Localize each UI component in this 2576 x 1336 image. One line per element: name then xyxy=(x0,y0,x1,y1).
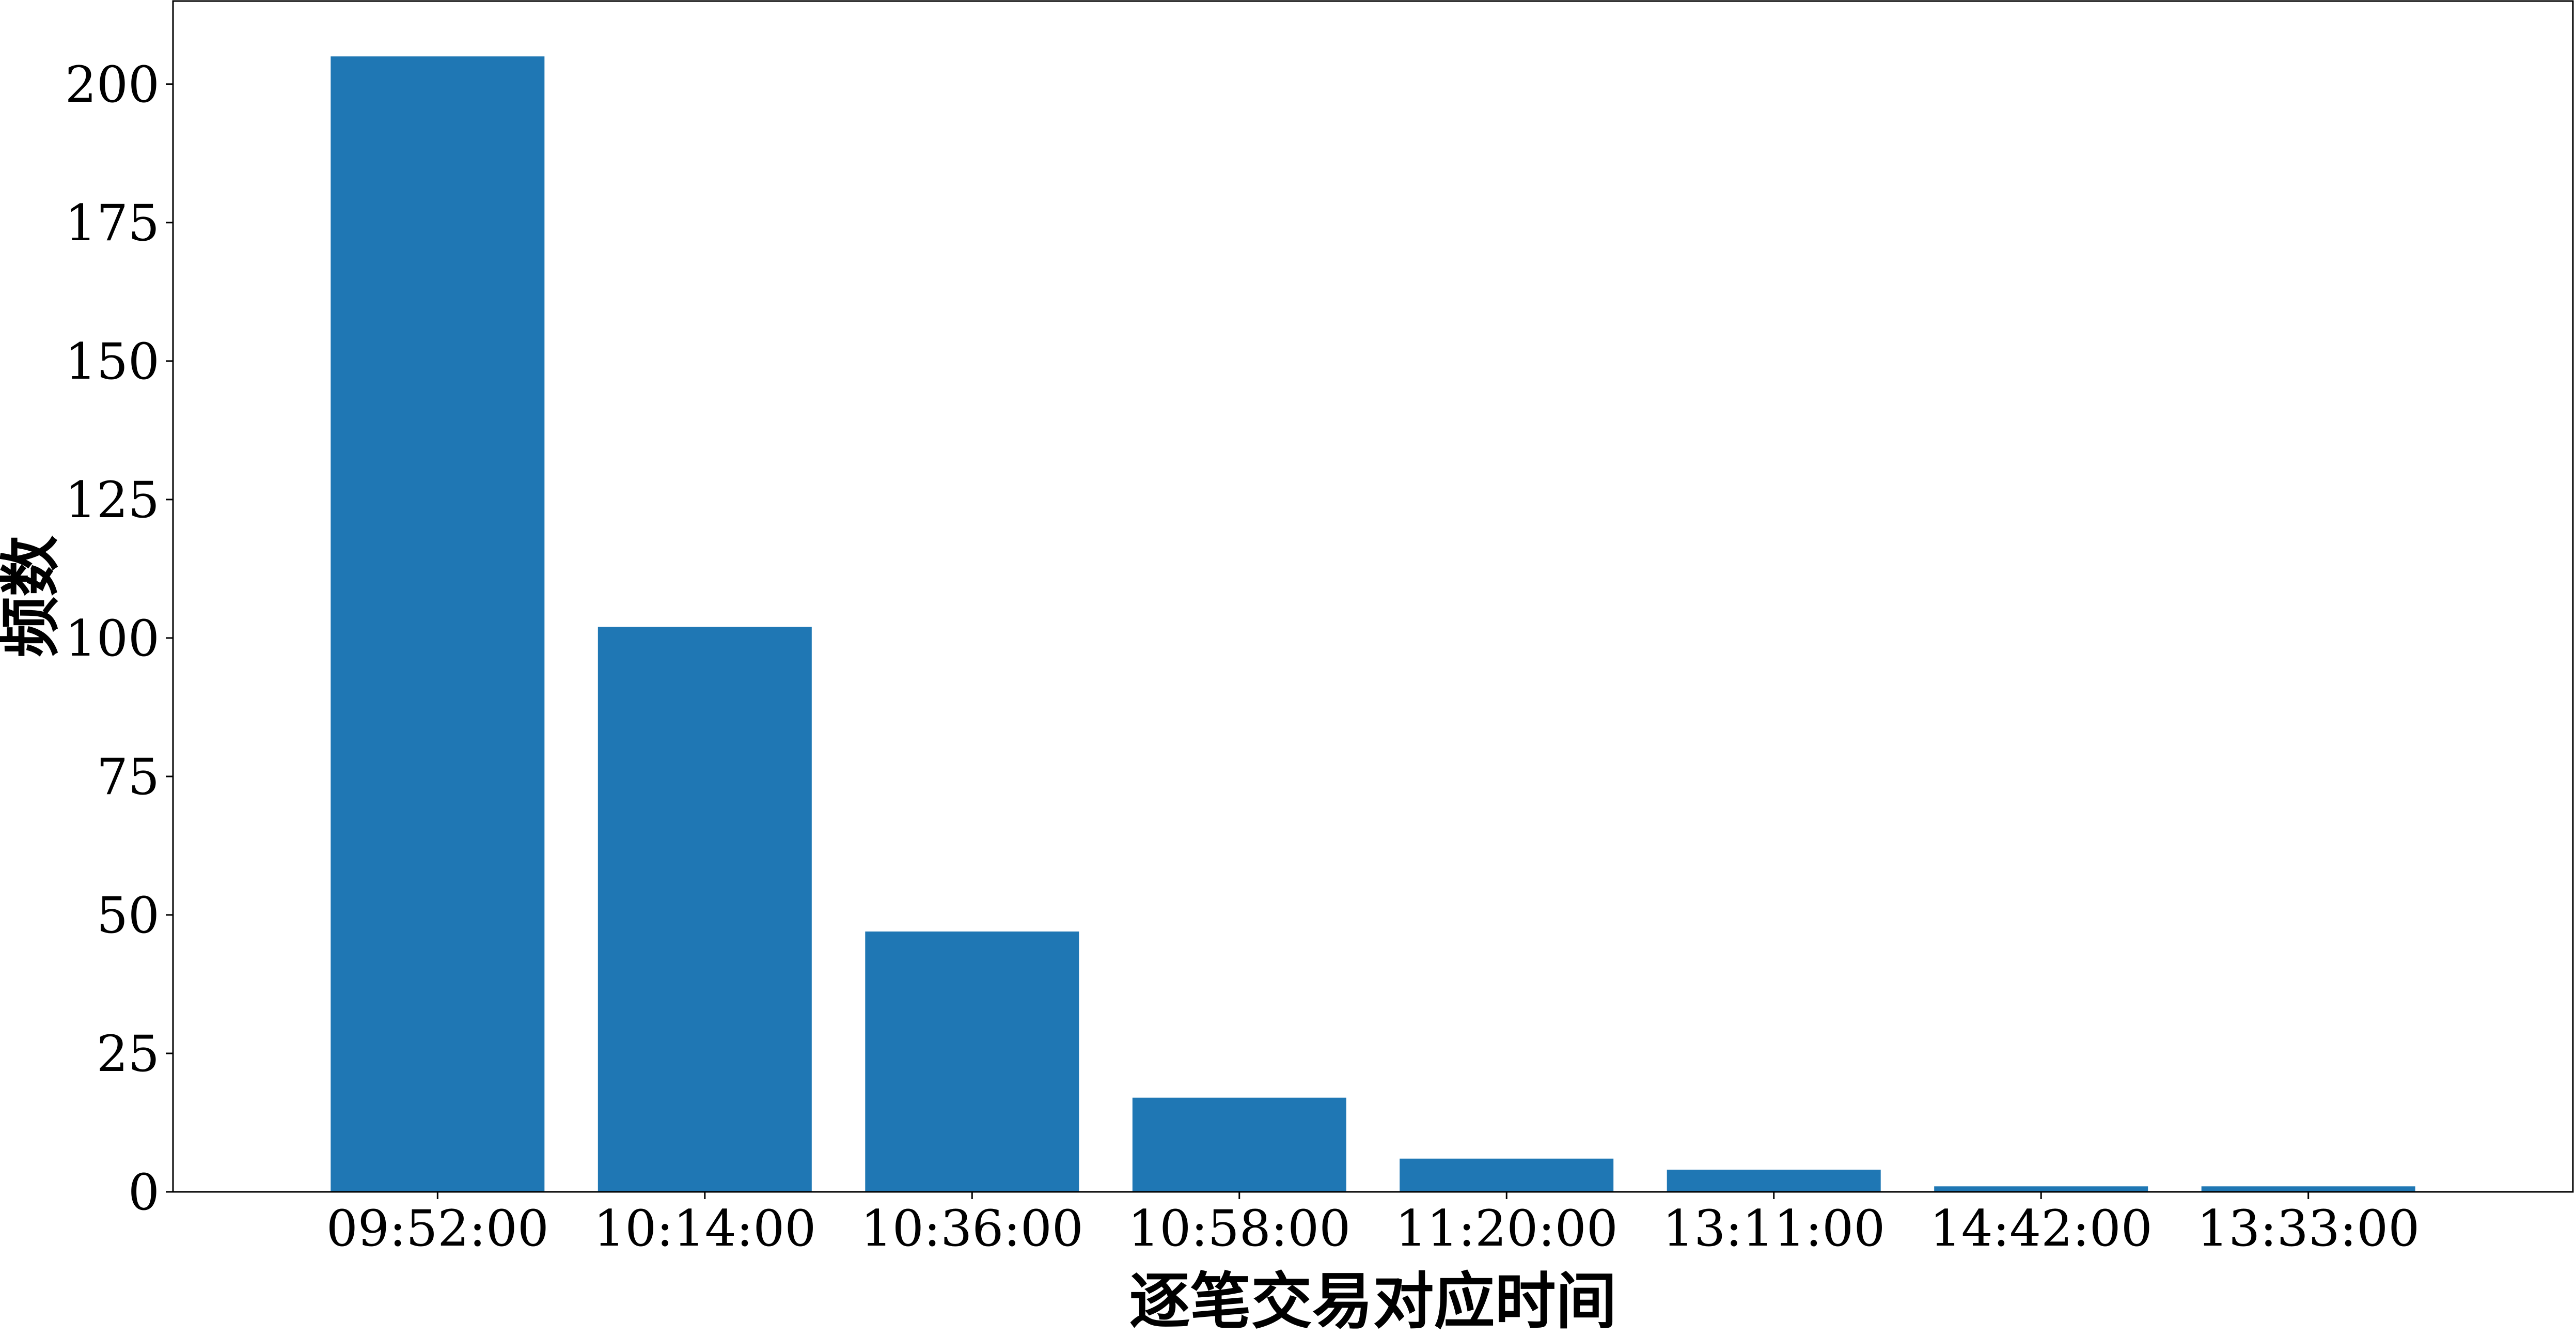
x-tick-label: 10:36:00 xyxy=(861,1200,1083,1257)
y-tick-label: 0 xyxy=(128,1163,160,1221)
bar-10-36-00 xyxy=(865,931,1079,1192)
y-tick-label: 100 xyxy=(65,610,160,667)
x-tick-label: 10:14:00 xyxy=(593,1200,816,1257)
x-axis-ticks: 09:52:00 10:14:00 10:36:00 10:58:00 11:20:00… xyxy=(326,1192,2420,1257)
x-tick-label: 13:11:00 xyxy=(1662,1200,1885,1257)
y-tick-label: 175 xyxy=(65,194,160,252)
bar-11-20-00 xyxy=(1400,1158,1614,1192)
bar-13-33-00 xyxy=(2201,1186,2415,1192)
y-axis-label: 频数 xyxy=(0,535,66,657)
bar-10-58-00 xyxy=(1132,1097,1346,1192)
x-tick-label: 11:20:00 xyxy=(1395,1200,1618,1257)
bar-13-11-00 xyxy=(1667,1170,1881,1192)
plot-frame xyxy=(172,0,2574,1193)
x-tick-label: 09:52:00 xyxy=(326,1200,549,1257)
y-axis-ticks: 0 25 50 75 100 125 150 175 200 xyxy=(65,56,173,1221)
x-tick-label: 14:42:00 xyxy=(1930,1200,2153,1257)
y-tick-label: 150 xyxy=(65,333,160,391)
bar-14-42-00 xyxy=(1934,1186,2148,1192)
bar-10-14-00 xyxy=(598,627,812,1192)
x-tick-label: 13:33:00 xyxy=(2197,1200,2420,1257)
bars-group xyxy=(331,56,2415,1192)
bar-09-52-00 xyxy=(331,56,545,1192)
y-tick-label: 75 xyxy=(97,748,160,806)
y-tick-label: 50 xyxy=(97,887,160,944)
y-tick-label: 200 xyxy=(65,56,160,114)
x-axis-label: 逐笔交易对应时间 xyxy=(1129,1265,1616,1333)
y-tick-label: 125 xyxy=(65,471,160,529)
x-tick-label: 10:58:00 xyxy=(1128,1200,1350,1257)
axes-group xyxy=(172,0,2574,1193)
y-tick-label: 25 xyxy=(97,1025,160,1083)
